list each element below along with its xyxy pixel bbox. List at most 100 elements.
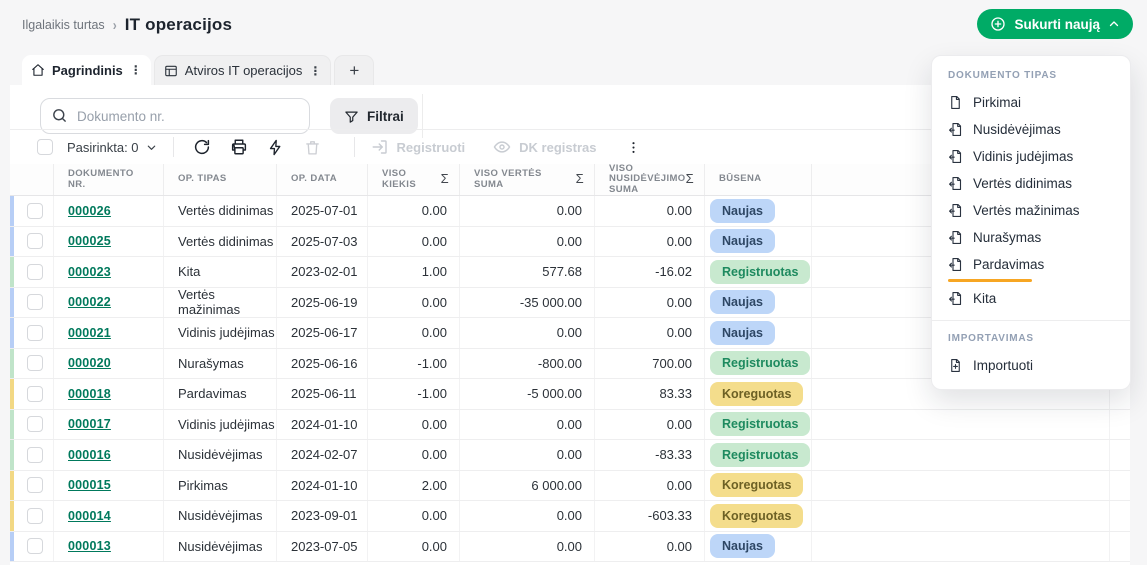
- total-quantity-cell: 2.00: [368, 470, 460, 500]
- row-checkbox[interactable]: [27, 416, 43, 433]
- lightning-icon[interactable]: [264, 139, 288, 156]
- menu-item-label: Vertės didinimas: [973, 176, 1073, 191]
- menu-item-pirkimai[interactable]: Pirkimai: [932, 89, 1130, 116]
- document-link[interactable]: 000023: [68, 264, 111, 279]
- menu-item-label: Vidinis judėjimas: [973, 149, 1074, 164]
- tab-label: Atviros IT operacijos: [184, 63, 303, 78]
- empty-cell: [1110, 471, 1130, 501]
- column-header-label: OP. TIPAS: [178, 173, 227, 185]
- tab-pagrindinis[interactable]: Pagrindinis ⋮: [22, 55, 151, 85]
- document-link[interactable]: 000025: [68, 234, 111, 249]
- row-checkbox[interactable]: [27, 538, 43, 555]
- divider: [172, 137, 174, 157]
- table-row[interactable]: 000013 Nusidėvėjimas 2023-07-05 0.00 0.00 0.0…: [10, 531, 1130, 562]
- column-header[interactable]: DOKUMENTO NR.: [54, 164, 164, 195]
- document-link[interactable]: 000021: [68, 325, 111, 340]
- status-badge: Naujas: [710, 198, 775, 223]
- row-checkbox[interactable]: [27, 385, 43, 402]
- row-checkbox[interactable]: [27, 324, 43, 341]
- table-row[interactable]: 000016 Nusidėvėjimas 2024-02-07 0.00 0.00 -83…: [10, 440, 1130, 471]
- filters-button[interactable]: Filtrai: [330, 98, 418, 134]
- row-checkbox[interactable]: [27, 477, 43, 494]
- menu-item-nusidėvėjimas[interactable]: Nusidėvėjimas: [932, 116, 1130, 143]
- document-link[interactable]: 000015: [68, 478, 111, 493]
- sum-icon[interactable]: Σ: [440, 171, 449, 187]
- search-input[interactable]: [40, 98, 310, 134]
- row-status-stripe: [10, 196, 14, 226]
- document-link[interactable]: 000020: [68, 356, 111, 371]
- document-link[interactable]: 000017: [68, 417, 111, 432]
- create-new-button[interactable]: Sukurti naują: [977, 9, 1133, 39]
- column-header[interactable]: BŪSENA: [705, 164, 812, 195]
- menu-item-vertės-didinimas[interactable]: Vertės didinimas: [932, 170, 1130, 197]
- selected-count-label[interactable]: Pasirinkta: 0: [67, 139, 139, 155]
- row-status-stripe: [10, 501, 14, 531]
- table-row[interactable]: 000023 Kita 2023-02-01 1.00 577.68 -16.02 Regi…: [10, 257, 1130, 288]
- document-link[interactable]: 000018: [68, 386, 111, 401]
- status-badge: Koreguotas: [710, 473, 804, 498]
- menu-item-pardavimas[interactable]: Pardavimas: [932, 251, 1130, 278]
- empty-cell: [1110, 440, 1130, 470]
- print-icon[interactable]: [227, 138, 251, 156]
- document-arrow-icon: [948, 149, 963, 164]
- tab-menu-icon[interactable]: ⋮: [309, 63, 322, 78]
- column-header-label: VISO VERTĖS SUMA: [474, 168, 542, 190]
- operation-date-cell: 2024-01-10: [277, 409, 368, 439]
- row-checkbox[interactable]: [27, 263, 43, 280]
- table-row[interactable]: 000015 Pirkimas 2024-01-10 2.00 6 000.00 0.00…: [10, 470, 1130, 501]
- operation-type-cell: Pardavimas: [164, 379, 277, 409]
- chevron-down-icon[interactable]: [146, 142, 157, 153]
- status-cell: Naujas: [705, 287, 812, 317]
- operation-date-cell: 2025-06-11: [277, 379, 368, 409]
- sum-icon[interactable]: Σ: [685, 171, 695, 187]
- total-value-cell: 0.00: [460, 501, 595, 531]
- row-checkbox[interactable]: [27, 202, 43, 219]
- select-all-checkbox[interactable]: [37, 139, 53, 155]
- total-quantity-cell: 0.00: [368, 501, 460, 531]
- row-checkbox[interactable]: [27, 355, 43, 372]
- document-link[interactable]: 000022: [68, 295, 111, 310]
- row-checkbox-cell: [14, 196, 54, 226]
- column-header[interactable]: OP. DATA: [277, 164, 368, 195]
- menu-item-importuoti[interactable]: Importuoti: [932, 352, 1130, 379]
- breadcrumb-parent[interactable]: Ilgalaikis turtas: [22, 18, 105, 32]
- table-row[interactable]: 000017 Vidinis judėjimas 2024-01-10 0.00 0.0…: [10, 409, 1130, 440]
- column-header[interactable]: VISO KIEKIS Σ: [368, 164, 460, 195]
- column-header[interactable]: VISO NUSIDĖVĖJIMO SUMA Σ: [595, 163, 705, 195]
- row-checkbox[interactable]: [27, 446, 43, 463]
- document-link[interactable]: 000013: [68, 539, 111, 554]
- add-tab-button[interactable]: +: [334, 55, 375, 85]
- total-depreciation-cell: 0.00: [595, 531, 705, 561]
- status-cell: Naujas: [705, 226, 812, 256]
- total-value-cell: 0.00: [460, 531, 595, 561]
- search-icon: [51, 107, 68, 129]
- row-checkbox[interactable]: [27, 294, 43, 311]
- empty-cell: [812, 409, 1110, 439]
- document-icon: [948, 95, 963, 110]
- document-arrow-icon: [948, 291, 963, 306]
- row-checkbox[interactable]: [27, 233, 43, 250]
- column-header[interactable]: OP. TIPAS: [164, 164, 277, 195]
- document-link[interactable]: 000014: [68, 508, 111, 523]
- refresh-icon[interactable]: [190, 138, 214, 156]
- menu-item-label: Importuoti: [973, 358, 1034, 373]
- menu-item-vertės-mažinimas[interactable]: Vertės mažinimas: [932, 197, 1130, 224]
- document-link[interactable]: 000016: [68, 447, 111, 462]
- row-checkbox[interactable]: [27, 507, 43, 524]
- total-quantity-cell: 0.00: [368, 196, 460, 226]
- status-badge: Koreguotas: [710, 381, 804, 406]
- tab-atviros-it-operacijos[interactable]: Atviros IT operacijos ⋮: [153, 55, 332, 85]
- total-quantity-cell: -1.00: [368, 348, 460, 378]
- sum-icon[interactable]: Σ: [575, 171, 584, 187]
- menu-item-kita[interactable]: Kita: [932, 285, 1130, 312]
- tab-menu-icon[interactable]: ⋮: [129, 63, 142, 77]
- menu-item-vidinis-judėjimas[interactable]: Vidinis judėjimas: [932, 143, 1130, 170]
- menu-item-label: Kita: [973, 291, 997, 306]
- column-header[interactable]: VISO VERTĖS SUMA Σ: [460, 164, 595, 195]
- menu-item-nurašymas[interactable]: Nurašymas: [932, 224, 1130, 251]
- table-row[interactable]: 000014 Nusidėvėjimas 2023-09-01 0.00 0.00 -60…: [10, 501, 1130, 532]
- register-button: Registruoti: [371, 138, 465, 156]
- more-actions-icon[interactable]: [626, 140, 641, 155]
- total-depreciation-cell: -603.33: [595, 501, 705, 531]
- document-link[interactable]: 000026: [68, 203, 111, 218]
